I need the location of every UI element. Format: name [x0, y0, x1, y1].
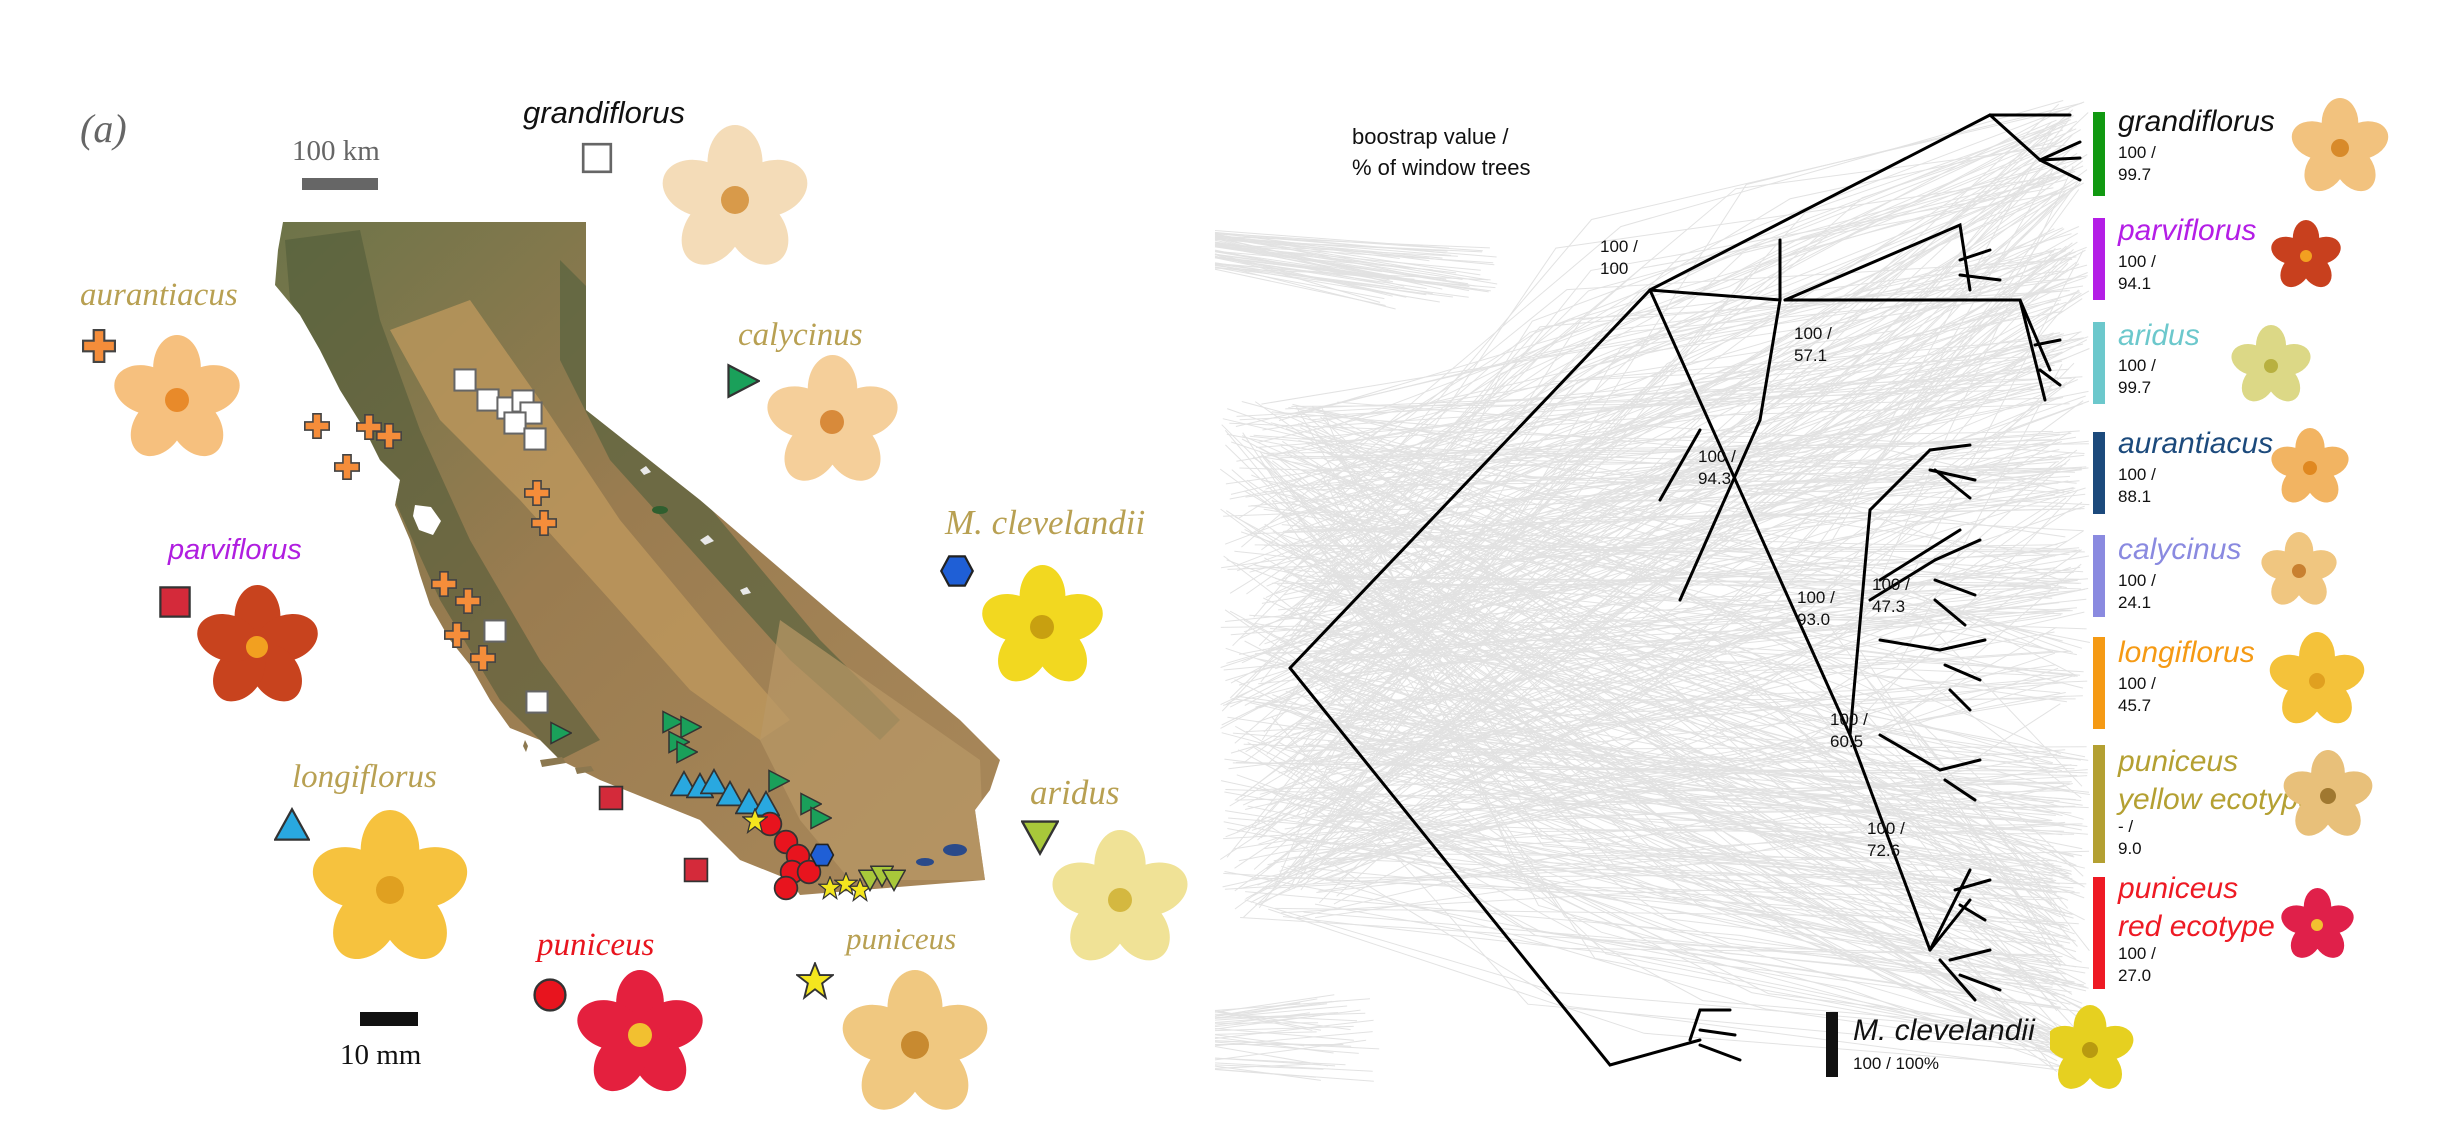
clade-name-calycinus: calycinus	[2118, 533, 2242, 566]
tree-legend-line1: boostrap value /	[1352, 124, 1509, 149]
flower-aurantiacus-photo	[112, 335, 242, 465]
flower-scale-label: 10 mm	[340, 1039, 422, 1071]
node-support-root-grand: 100 /100	[1600, 237, 1638, 279]
tree-legend-line2: % of window trees	[1352, 155, 1531, 180]
clade-bar-clevelandii	[1826, 1012, 1838, 1077]
map-label-parviflorus: parviflorus	[168, 534, 302, 566]
phylogenetic-tree	[1214, 100, 2090, 1082]
clade-bar-puniceus-yellow	[2093, 745, 2105, 863]
flower-puniceus-red-photo	[575, 970, 705, 1100]
window-tree-cloud	[1214, 100, 2090, 1082]
flower-clevelandii-photo	[980, 565, 1105, 690]
node-support-lower: 100 /60.5	[1830, 710, 1868, 752]
consensus-tree	[1288, 113, 2082, 1067]
clade-support-clevelandii: 100 / 100%	[1853, 1054, 1940, 1073]
clade-name-grandiflorus: grandiflorus	[2118, 105, 2275, 138]
clade-name-puniceus-yellow: puniceus yellow ecotype	[2118, 745, 2315, 816]
flower-aridus-photo	[1050, 830, 1190, 970]
panel-label: (a)	[80, 106, 127, 151]
node-support-aur-rest: 100 /93.0	[1797, 588, 1835, 630]
tree-flower-parviflorus	[2270, 220, 2342, 292]
flower-longiflorus-photo	[310, 810, 470, 970]
flower-grandiflorus-photo	[660, 125, 810, 275]
clade-bar-puniceus-red	[2093, 877, 2105, 989]
map-scale-label: 100 km	[292, 135, 380, 167]
clade-support-puniceus-yellow: - /9.0	[2118, 817, 2142, 859]
flower-scale-bar	[360, 1012, 418, 1026]
node-support-puniceus: 100 /72.6	[1867, 819, 1905, 861]
clade-bar-aridus	[2093, 322, 2105, 404]
node-support-core: 100 /94.3	[1698, 447, 1736, 489]
flower-puniceus-yellow-photo	[840, 970, 990, 1120]
tree-flower-puniceus-yellow	[2282, 750, 2374, 842]
clade-bar-parviflorus	[2093, 218, 2105, 300]
clade-support-calycinus: 100 /24.1	[2118, 571, 2156, 613]
clade-bar-longiflorus	[2093, 637, 2105, 729]
clade-name-clevelandii: M. clevelandii	[1853, 1014, 2035, 1047]
clade-support-puniceus-red: 100 /27.0	[2118, 944, 2156, 986]
clade-bar-calycinus	[2093, 535, 2105, 617]
clade-support-aurantiacus: 100 /88.1	[2118, 465, 2156, 507]
clade-name-aridus: aridus	[2118, 319, 2200, 352]
tree-flower-photos	[2050, 98, 2390, 1095]
clade-bar-aurantiacus	[2093, 432, 2105, 514]
map-label-calycinus: calycinus	[738, 317, 863, 353]
flower-calycinus-photo	[765, 355, 900, 490]
clade-support-aridus: 100 /99.7	[2118, 356, 2156, 398]
tree-flower-aridus	[2230, 325, 2312, 407]
map-label-puniceus-red: puniceus	[537, 927, 655, 963]
clade-name-puniceus-red: puniceus red ecotype	[2118, 872, 2275, 943]
map-label-grandiflorus: grandiflorus	[523, 95, 685, 130]
map-label-aurantiacus: aurantiacus	[80, 277, 238, 313]
map-label-puniceus-yellow: puniceus	[846, 921, 957, 956]
tree-flower-clevelandii	[2050, 1005, 2135, 1095]
map-label-aridus: aridus	[1030, 773, 1120, 812]
clade-support-grandiflorus: 100 /99.7	[2118, 143, 2156, 185]
clade-name-longiflorus: longiflorus	[2118, 636, 2255, 669]
node-support-cal-long: 100 /47.3	[1872, 575, 1910, 617]
tree-flower-grandiflorus	[2290, 98, 2390, 198]
map-flower-photos	[112, 125, 1190, 1120]
clade-name-parviflorus: parviflorus	[2118, 214, 2257, 247]
clade-support-parviflorus: 100 /94.1	[2118, 252, 2156, 294]
node-support-parv-arid: 100 /57.1	[1794, 324, 1832, 366]
tree-flower-puniceus-red	[2280, 888, 2355, 963]
clade-support-longiflorus: 100 /45.7	[2118, 674, 2156, 716]
clade-bar-grandiflorus	[2093, 112, 2105, 196]
map-label-clevelandii: M. clevelandii	[945, 503, 1146, 542]
clade-name-aurantiacus: aurantiacus	[2118, 427, 2274, 460]
tree-flower-aurantiacus	[2270, 428, 2350, 508]
map-scale-bar	[302, 178, 378, 190]
flower-parviflorus-photo	[195, 585, 320, 710]
map-label-longiflorus: longiflorus	[292, 759, 437, 795]
tree-flower-longiflorus	[2268, 632, 2366, 730]
tree-flower-calycinus	[2260, 532, 2338, 610]
